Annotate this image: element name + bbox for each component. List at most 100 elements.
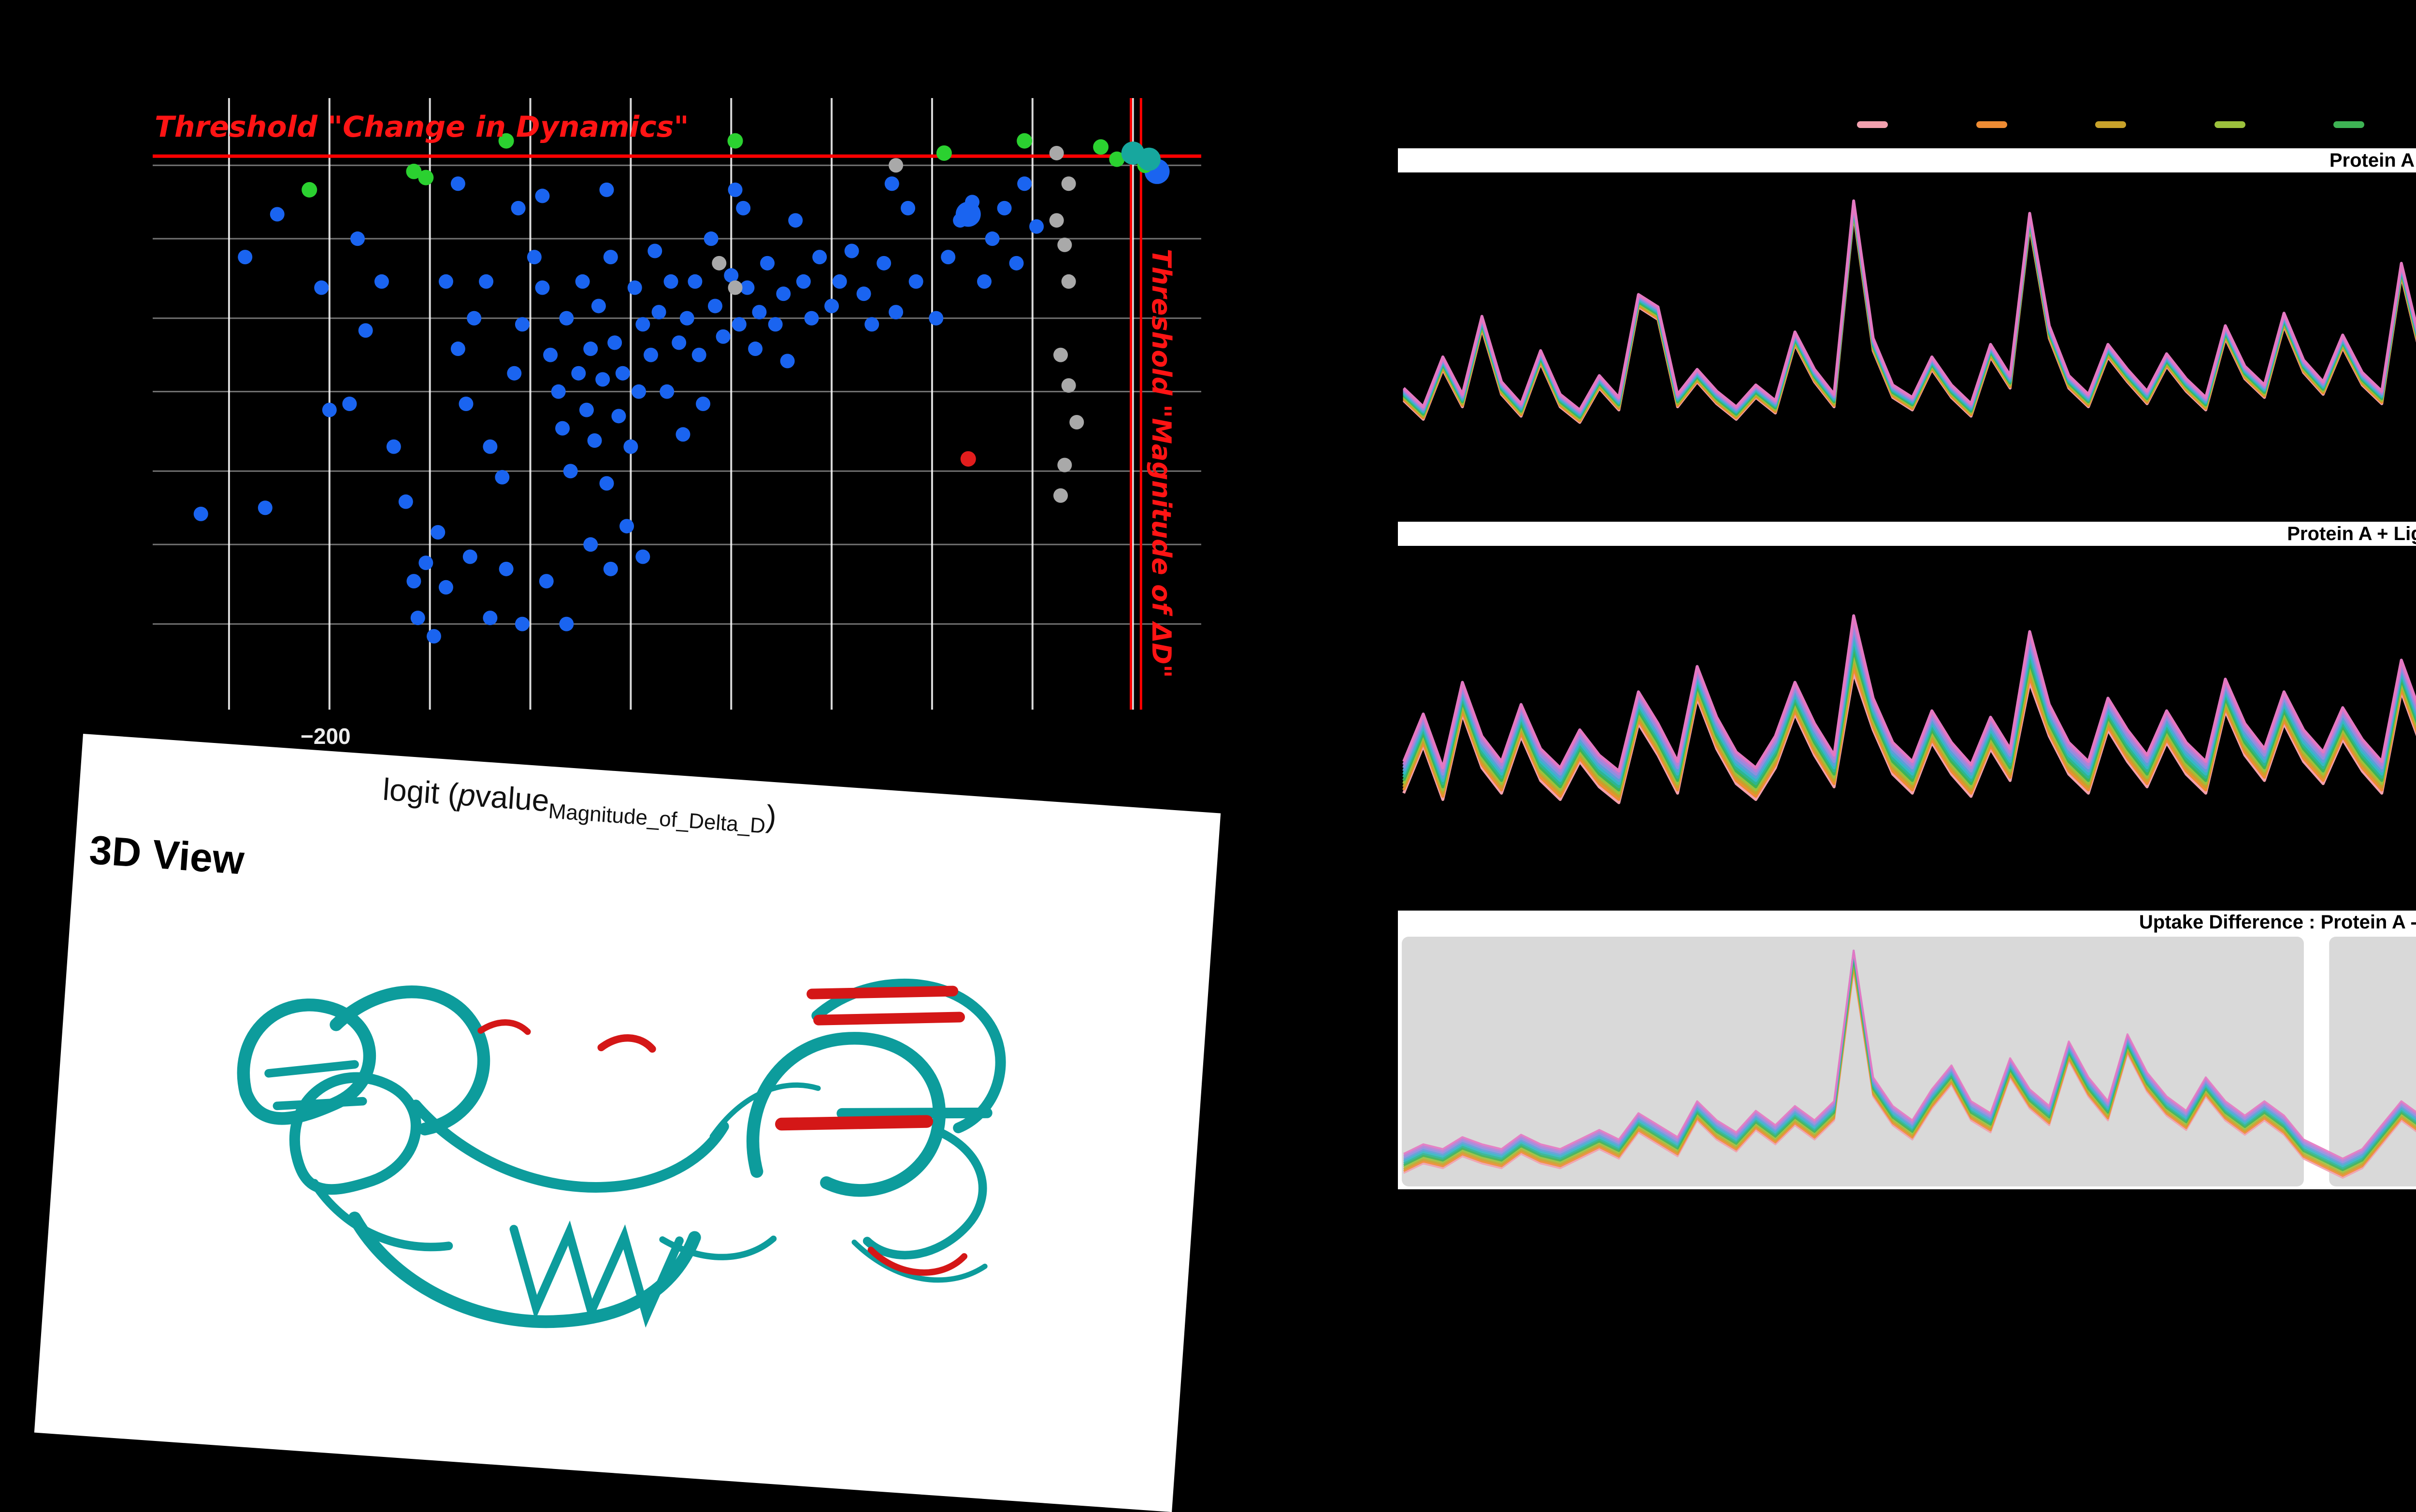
data-point-blue-points[interactable] [643,347,658,362]
legend-dash-3[interactable] [2214,121,2245,128]
data-point-blue-points[interactable] [929,311,944,326]
data-point-gray-points[interactable] [1049,145,1064,160]
data-point-blue-points[interactable] [499,561,514,576]
data-point-green-points[interactable] [418,170,434,185]
data-point-blue-points[interactable] [679,311,694,326]
data-point-blue-points[interactable] [884,176,899,191]
data-point-blue-points[interactable] [908,274,923,289]
data-point-green-points[interactable] [406,163,422,179]
data-point-blue-points[interactable] [426,629,441,644]
legend-dash-2[interactable] [2095,121,2127,128]
legend-dash-1[interactable] [1976,121,2007,128]
data-point-green-points[interactable] [727,133,743,149]
data-point-blue-points[interactable] [832,274,847,289]
data-point-blue-points[interactable] [450,342,465,357]
data-point-blue-points[interactable] [507,366,522,381]
data-point-blue-points[interactable] [788,213,803,228]
data-point-blue-points[interactable] [651,305,666,320]
data-point-blue-points[interactable] [607,335,622,350]
data-point-blue-points[interactable] [856,286,871,301]
data-point-blue-points[interactable] [812,250,827,265]
data-point-blue-points[interactable] [479,274,494,289]
data-point-blue-points[interactable] [591,299,606,314]
data-point-blue-points[interactable] [314,280,329,295]
data-point-blue-points[interactable] [539,574,554,589]
data-point-blue-points[interactable] [660,384,675,399]
data-point-green-points[interactable] [1017,133,1033,149]
data-point-blue-points[interactable] [740,280,755,295]
data-point-blue-points[interactable] [627,280,642,295]
data-point-blue-points[interactable] [511,200,526,215]
data-point-blue-points[interactable] [752,305,767,320]
data-point-teal-points[interactable] [1137,147,1161,171]
data-point-gray-points[interactable] [889,158,904,173]
data-point-blue-points[interactable] [193,506,208,521]
data-point-blue-points[interactable] [374,274,389,289]
data-point-blue-points[interactable] [462,549,477,564]
data-point-blue-points[interactable] [707,299,722,314]
data-point-gray-points[interactable] [1057,457,1072,472]
data-point-blue-points[interactable] [571,366,586,381]
data-point-blue-points[interactable] [864,317,879,332]
data-point-blue-points[interactable] [877,256,892,271]
data-point-green-points[interactable] [936,145,952,161]
legend-dash-4[interactable] [2333,121,2365,128]
data-point-blue-points[interactable] [724,268,739,283]
data-point-blue-points[interactable] [776,286,791,301]
data-point-blue-points[interactable] [796,274,811,289]
data-point-blue-points[interactable] [583,537,598,552]
data-point-blue-points[interactable] [728,182,743,197]
data-point-blue-points[interactable] [615,366,630,381]
data-point-gray-points[interactable] [1053,347,1068,362]
data-point-blue-points[interactable] [579,402,594,417]
data-point-blue-points[interactable] [768,317,783,332]
data-point-blue-points[interactable] [716,329,731,344]
data-point-blue-points[interactable] [543,347,558,362]
data-point-blue-points[interactable] [977,274,992,289]
data-point-blue-points[interactable] [258,500,273,515]
data-point-blue-points[interactable] [599,476,614,491]
data-point-blue-points[interactable] [696,397,711,411]
data-point-blue-points[interactable] [555,421,570,436]
data-point-blue-points[interactable] [663,274,678,289]
data-point-blue-points[interactable] [997,200,1012,215]
data-point-blue-points[interactable] [559,311,574,326]
data-point-blue-points[interactable] [844,243,859,258]
data-point-blue-points[interactable] [270,207,285,222]
data-point-gray-points[interactable] [1053,488,1068,503]
data-point-blue-points[interactable] [760,256,775,271]
data-point-blue-points-large[interactable] [955,201,981,227]
data-point-blue-points[interactable] [563,464,578,479]
uptake-chart-protein-a[interactable] [1398,172,2416,501]
data-point-blue-points[interactable] [551,384,566,399]
data-point-blue-points[interactable] [438,580,453,595]
data-point-blue-points[interactable] [527,250,542,265]
data-point-blue-points[interactable] [587,433,602,448]
data-point-blue-points[interactable] [575,274,590,289]
data-point-blue-points[interactable] [635,317,650,332]
data-point-gray-points[interactable] [1061,176,1076,191]
protein-structure-view[interactable] [187,888,1109,1397]
data-point-blue-points[interactable] [431,525,446,540]
data-point-blue-points[interactable] [583,342,598,357]
data-point-blue-points[interactable] [358,323,373,338]
data-point-blue-points[interactable] [804,311,819,326]
data-point-blue-points[interactable] [635,549,650,564]
data-point-blue-points[interactable] [647,243,662,258]
data-point-blue-points[interactable] [342,397,357,411]
data-point-blue-points[interactable] [483,611,498,626]
uptake-difference-chart[interactable] [1398,934,2416,1189]
data-point-blue-points[interactable] [688,274,703,289]
data-point-blue-points[interactable] [515,616,530,631]
volcano-scatter-plot[interactable] [153,98,1201,710]
data-point-blue-points[interactable] [398,494,413,509]
data-point-blue-points[interactable] [1017,176,1032,191]
data-point-blue-points[interactable] [535,280,550,295]
data-point-blue-points[interactable] [676,427,690,442]
data-point-blue-points[interactable] [515,317,530,332]
data-point-blue-points[interactable] [467,311,482,326]
data-point-blue-points[interactable] [672,335,687,350]
data-point-blue-points[interactable] [736,200,751,215]
data-point-blue-points[interactable] [889,305,904,320]
data-point-blue-points[interactable] [1009,256,1024,271]
